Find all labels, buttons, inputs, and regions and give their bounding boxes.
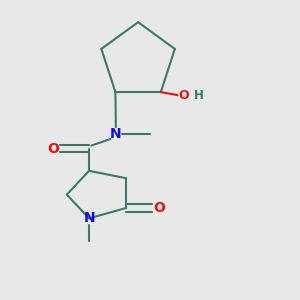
Text: N: N: [83, 212, 95, 225]
Text: O: O: [153, 201, 165, 215]
Text: N: N: [110, 127, 122, 141]
Text: H: H: [194, 88, 203, 102]
Text: O: O: [179, 88, 189, 102]
Text: O: O: [47, 142, 59, 155]
